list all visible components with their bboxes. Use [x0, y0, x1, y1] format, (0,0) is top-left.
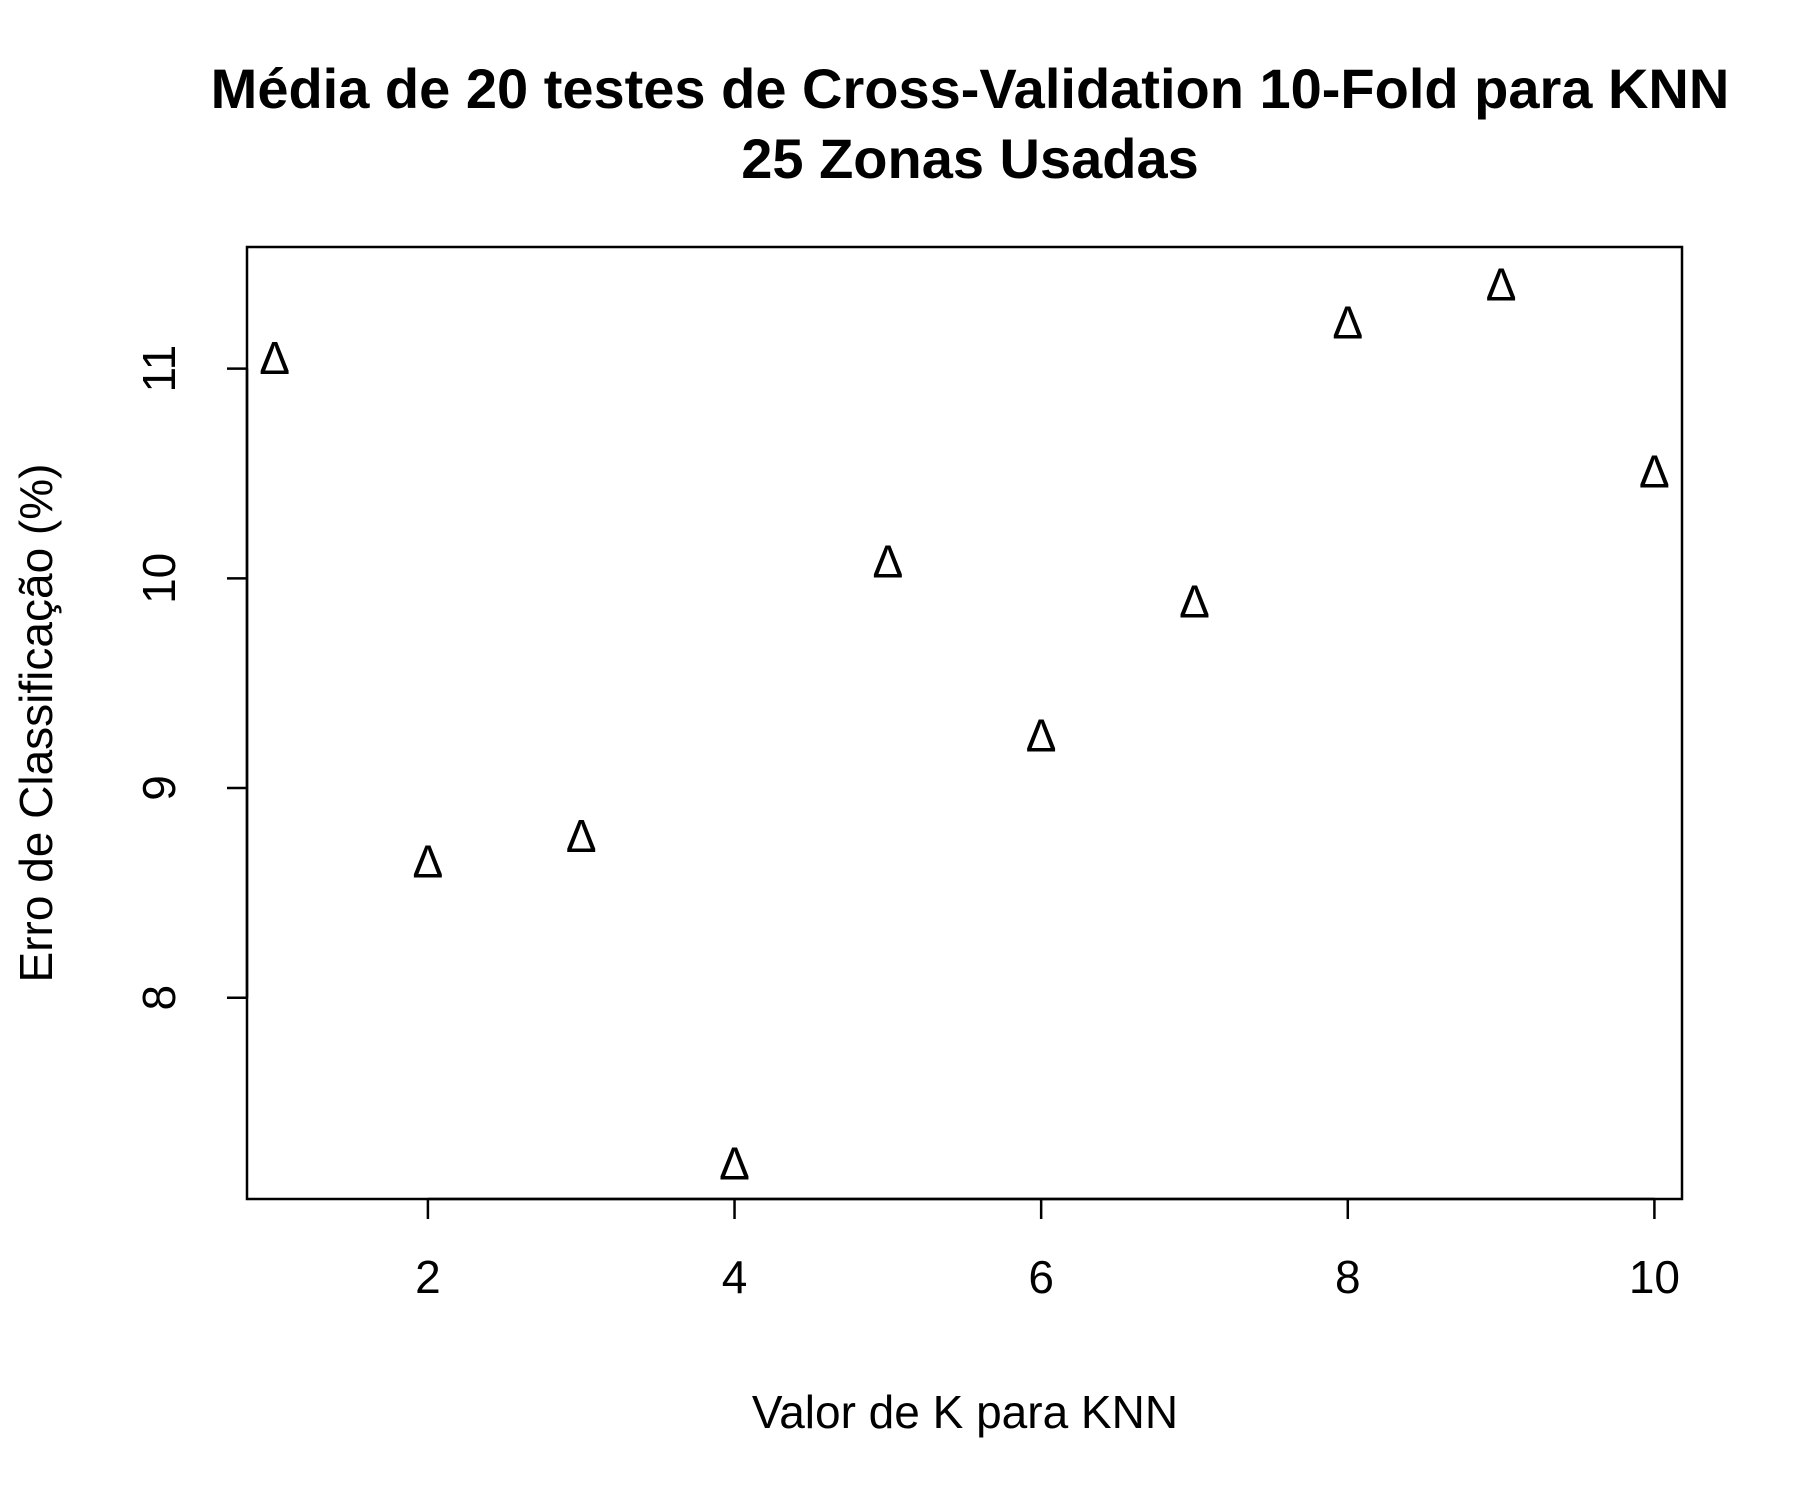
y-tick-label: 10	[133, 553, 185, 604]
data-point: Δ	[872, 536, 903, 588]
data-point: Δ	[566, 810, 597, 862]
data-point: Δ	[719, 1137, 750, 1189]
x-tick-label: 10	[1629, 1251, 1680, 1303]
x-tick-label: 8	[1335, 1251, 1361, 1303]
data-point: Δ	[1486, 259, 1517, 311]
y-axis: 8 9 10 11	[133, 345, 249, 1011]
x-tick-label: 6	[1028, 1251, 1054, 1303]
chart-subtitle: 25 Zonas Usadas	[741, 127, 1199, 190]
data-point: Δ	[1639, 445, 1670, 497]
chart-title: Média de 20 testes de Cross-Validation 1…	[211, 57, 1730, 120]
data-point: Δ	[413, 835, 444, 887]
x-tick-label: 2	[415, 1251, 441, 1303]
y-tick-label: 9	[133, 775, 185, 801]
data-point: Δ	[259, 332, 290, 384]
x-axis: 2 4 6 8 10	[415, 1197, 1680, 1303]
data-point: Δ	[1179, 575, 1210, 627]
x-axis-label: Valor de K para KNN	[752, 1386, 1178, 1438]
y-tick-label: 11	[133, 345, 185, 393]
data-point: Δ	[1332, 296, 1363, 348]
y-axis-label: Erro de Classificação (%)	[10, 464, 62, 983]
plot-frame	[245, 245, 1684, 1201]
y-tick-label: 8	[133, 985, 185, 1011]
x-tick-label: 4	[722, 1251, 748, 1303]
data-point: Δ	[1026, 710, 1057, 762]
data-points: Δ Δ Δ Δ Δ Δ Δ Δ Δ Δ	[259, 259, 1670, 1190]
